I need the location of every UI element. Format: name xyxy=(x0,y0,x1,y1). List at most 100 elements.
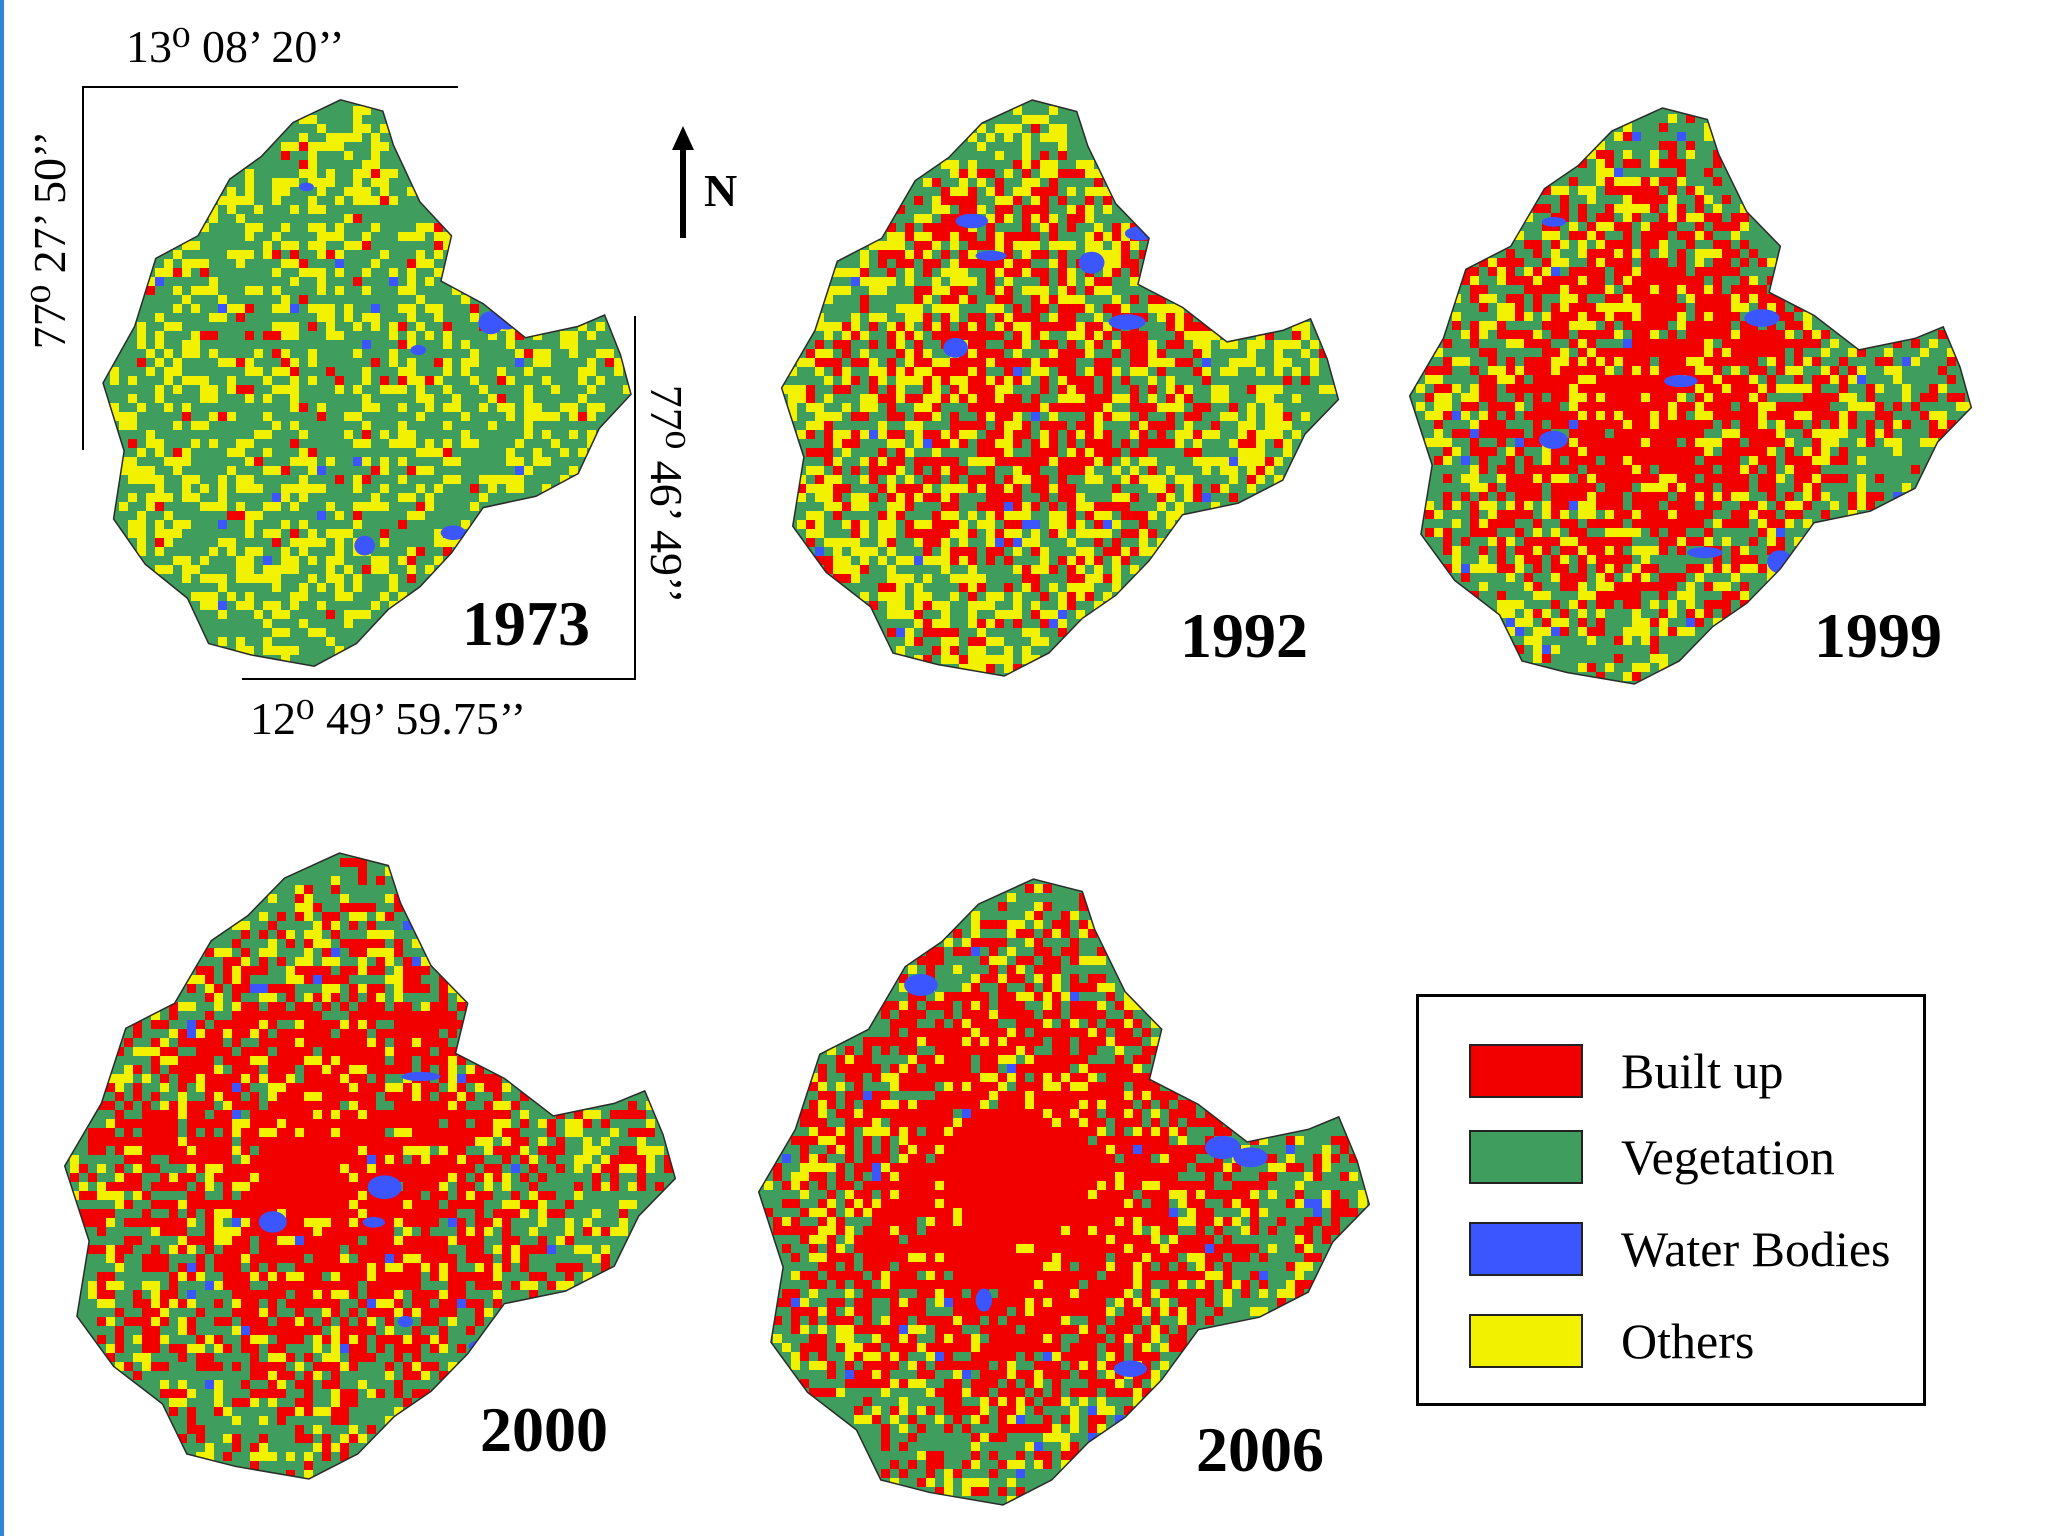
land-cover-cell xyxy=(484,1074,493,1083)
land-cover-cell xyxy=(923,538,932,547)
land-cover-cell xyxy=(367,1146,376,1155)
land-cover-cell xyxy=(1560,582,1569,591)
land-cover-cell xyxy=(146,466,155,475)
land-cover-cell xyxy=(1542,411,1551,420)
land-cover-cell xyxy=(394,1137,403,1146)
land-cover-cell xyxy=(106,1209,115,1218)
land-cover-cell xyxy=(1551,483,1560,492)
land-cover-cell xyxy=(1569,294,1578,303)
land-cover-cell xyxy=(1686,348,1695,357)
land-cover-cell xyxy=(250,1065,259,1074)
land-cover-cell xyxy=(1479,555,1488,564)
land-cover-cell xyxy=(896,349,905,358)
land-cover-cell xyxy=(1533,591,1542,600)
land-cover-cell xyxy=(1623,123,1632,132)
land-cover-cell xyxy=(1247,430,1256,439)
land-cover-cell xyxy=(1551,357,1560,366)
land-cover-cell xyxy=(1632,186,1641,195)
land-cover-cell xyxy=(1175,394,1184,403)
land-cover-cell xyxy=(259,984,268,993)
land-cover-cell xyxy=(1247,412,1256,421)
land-cover-cell xyxy=(164,349,173,358)
land-cover-cell xyxy=(1695,348,1704,357)
land-cover-cell xyxy=(1650,231,1659,240)
land-cover-cell xyxy=(1533,654,1542,663)
land-cover-cell xyxy=(1013,412,1022,421)
land-cover-cell xyxy=(223,1056,232,1065)
land-cover-cell xyxy=(1103,322,1112,331)
land-cover-cell xyxy=(335,286,344,295)
land-cover-cell xyxy=(941,196,950,205)
land-cover-cell xyxy=(295,1083,304,1092)
land-cover-cell xyxy=(308,349,317,358)
land-cover-cell xyxy=(1470,519,1479,528)
land-cover-cell xyxy=(950,385,959,394)
land-cover-cell xyxy=(1461,357,1470,366)
land-cover-cell xyxy=(1776,384,1785,393)
land-cover-cell xyxy=(601,1182,610,1191)
land-cover-cell xyxy=(1184,421,1193,430)
land-cover-cell xyxy=(1479,447,1488,456)
land-cover-cell xyxy=(896,601,905,610)
land-cover-cell xyxy=(1704,393,1713,402)
land-cover-cell xyxy=(1569,483,1578,492)
land-cover-cell xyxy=(376,993,385,1002)
land-cover-cell xyxy=(1211,385,1220,394)
land-cover-cell xyxy=(1668,204,1677,213)
land-cover-cell xyxy=(1668,357,1677,366)
land-cover-cell xyxy=(1085,241,1094,250)
land-cover-cell xyxy=(842,349,851,358)
land-cover-cell xyxy=(887,340,896,349)
land-cover-cell xyxy=(367,1038,376,1047)
land-cover-cell xyxy=(923,322,932,331)
land-cover-cell xyxy=(128,457,137,466)
land-cover-cell xyxy=(232,1056,241,1065)
land-cover-cell xyxy=(1659,492,1668,501)
land-cover-cell xyxy=(1184,475,1193,484)
land-cover-cell xyxy=(421,1056,430,1065)
land-cover-cell xyxy=(1121,547,1130,556)
land-cover-cell xyxy=(1830,429,1839,438)
land-cover-cell xyxy=(313,1083,322,1092)
land-cover-cell xyxy=(448,1209,457,1218)
land-cover-cell xyxy=(398,304,407,313)
land-cover-cell xyxy=(254,574,263,583)
land-cover-cell xyxy=(214,1200,223,1209)
land-cover-cell xyxy=(475,1173,484,1182)
land-cover-cell xyxy=(1560,573,1569,582)
land-cover-cell xyxy=(1031,205,1040,214)
land-cover-cell xyxy=(1794,339,1803,348)
land-cover-cell xyxy=(317,628,326,637)
land-cover-cell xyxy=(1175,358,1184,367)
land-cover-cell xyxy=(97,1209,106,1218)
land-cover-cell xyxy=(1758,258,1767,267)
land-cover-cell xyxy=(887,322,896,331)
land-cover-cell xyxy=(1551,465,1560,474)
land-cover-cell xyxy=(1731,312,1740,321)
land-cover-cell xyxy=(1776,339,1785,348)
land-cover-cell xyxy=(403,1083,412,1092)
land-cover-cell xyxy=(923,529,932,538)
land-cover-cell xyxy=(155,538,164,547)
land-cover-cell xyxy=(335,583,344,592)
land-cover-cell xyxy=(923,385,932,394)
land-cover-cell xyxy=(995,187,1004,196)
land-cover-cell xyxy=(232,1029,241,1038)
land-cover-cell xyxy=(1157,367,1166,376)
land-cover-cell xyxy=(1650,420,1659,429)
land-cover-cell xyxy=(646,1164,655,1173)
land-cover-cell xyxy=(1641,204,1650,213)
land-cover-cell xyxy=(1094,448,1103,457)
land-cover-cell xyxy=(1542,618,1551,627)
land-cover-cell xyxy=(605,358,614,367)
land-cover-cell xyxy=(380,196,389,205)
land-cover-cell xyxy=(1713,402,1722,411)
land-cover-cell xyxy=(443,322,452,331)
land-cover-cell xyxy=(1425,393,1434,402)
land-cover-cell xyxy=(968,556,977,565)
land-cover-cell xyxy=(1938,366,1947,375)
land-cover-cell xyxy=(1551,303,1560,312)
land-cover-cell xyxy=(1632,456,1641,465)
land-cover-cell xyxy=(1076,574,1085,583)
land-cover-cell xyxy=(461,412,470,421)
